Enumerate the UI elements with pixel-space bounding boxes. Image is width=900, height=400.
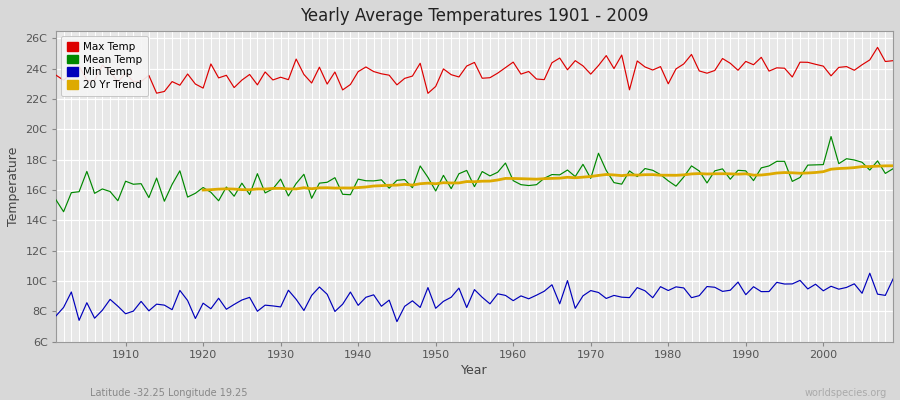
Y-axis label: Temperature: Temperature — [7, 146, 20, 226]
X-axis label: Year: Year — [461, 364, 488, 377]
Text: Latitude -32.25 Longitude 19.25: Latitude -32.25 Longitude 19.25 — [90, 388, 248, 398]
Legend: Max Temp, Mean Temp, Min Temp, 20 Yr Trend: Max Temp, Mean Temp, Min Temp, 20 Yr Tre… — [61, 36, 148, 96]
Title: Yearly Average Temperatures 1901 - 2009: Yearly Average Temperatures 1901 - 2009 — [301, 7, 649, 25]
Text: worldspecies.org: worldspecies.org — [805, 388, 886, 398]
